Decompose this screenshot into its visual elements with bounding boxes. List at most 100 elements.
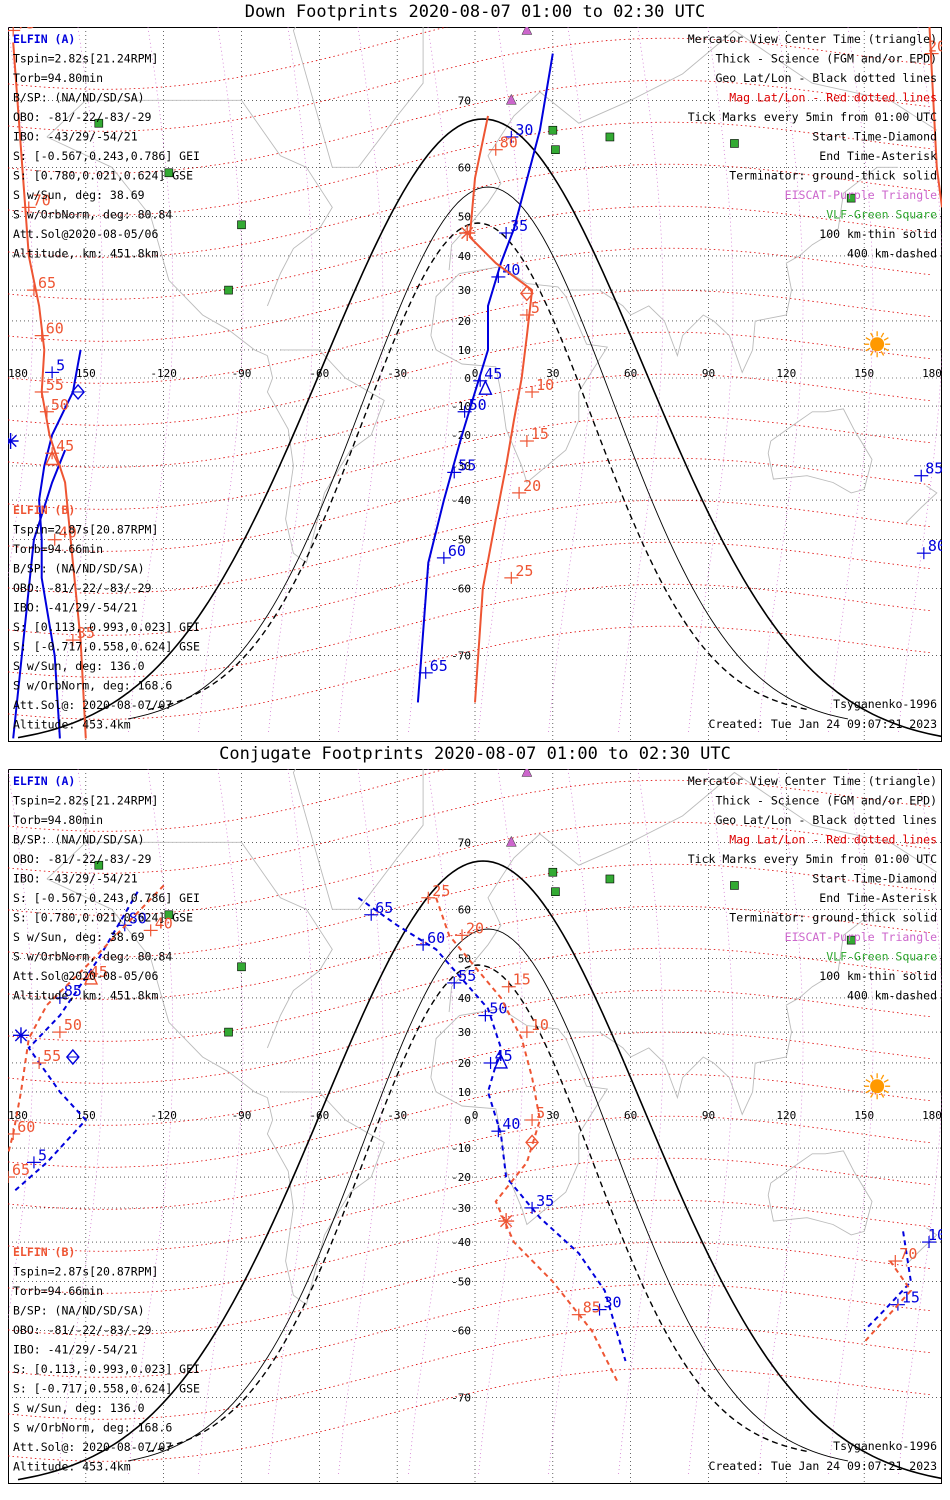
track-line — [468, 115, 534, 703]
mag-latitude-line — [8, 863, 933, 958]
time-tick-label: 10 — [536, 376, 554, 394]
series-elfin-b: 7570656055504540358051015202520 — [8, 27, 942, 739]
info-line: S w/OrbNorm, deg: 80.84 — [13, 950, 172, 964]
lat-tick-label: 0 — [464, 1114, 471, 1127]
time-tick-label: 55 — [458, 967, 476, 985]
legend-entry: Tick Marks every 5min from 01:00 UTC — [688, 110, 937, 124]
lon-tick-label: 60 — [624, 1109, 637, 1122]
lon-tick-label: -60 — [309, 1109, 329, 1122]
conjugate-footprints-panel: Conjugate Footprints 2020-08-07 01:00 to… — [0, 742, 950, 1487]
elfin-b-info: ELFIN (B) Tspin=2.87s[20.87RPM] Torb=94.66… — [13, 1245, 200, 1474]
start-diamond — [519, 285, 534, 302]
vlf-square — [551, 145, 560, 155]
coastline — [292, 769, 424, 910]
lat-tick-label: -70 — [451, 1392, 471, 1405]
time-tick-label: 60 — [427, 929, 445, 947]
time-tick-label: 5 — [531, 299, 540, 317]
mag-latitude-line — [8, 1199, 933, 1294]
satellite-title: ELFIN (A) — [13, 774, 75, 788]
vlf-square — [237, 220, 246, 230]
lat-tick-label: 10 — [458, 344, 471, 357]
mag-latitude-line — [8, 1031, 933, 1126]
end-asterisk — [14, 1029, 28, 1042]
info-line: OBO: -81/-22/-83/-29 — [13, 852, 152, 866]
coastline — [565, 166, 898, 374]
legend-entry: VLF-Green Square — [826, 208, 937, 222]
time-tick-label: 75 — [17, 27, 35, 32]
info-line: Altitude: 453.4km — [13, 718, 131, 732]
legend: Mercator View Center Time (triangle) Thic… — [688, 774, 937, 1003]
terminator-400km — [147, 964, 809, 1453]
vlf-square — [730, 139, 739, 148]
track-line — [435, 897, 619, 1383]
info-line: B/SP: (NA/ND/SD/SA) — [13, 562, 145, 576]
legend-entry: VLF-Green Square — [826, 950, 937, 964]
time-tick-label: 40 — [155, 914, 173, 932]
vlf-square — [94, 860, 104, 870]
coastline — [565, 908, 898, 1116]
time-tick-label: 60 — [448, 542, 466, 560]
time-tick-label: 50 — [51, 396, 69, 414]
sun-ray — [880, 350, 885, 356]
lat-tick-label: 60 — [458, 903, 471, 916]
vlf-square — [164, 910, 174, 920]
vlf-square — [94, 118, 104, 128]
time-tick-label: 55 — [46, 376, 64, 394]
vlf-square — [164, 168, 174, 178]
lon-tick-label: 30 — [546, 1109, 559, 1122]
coastline — [767, 1150, 873, 1236]
time-tick-label: 15 — [513, 971, 531, 989]
map-frame — [8, 769, 942, 1484]
lon-tick-label: 150 — [76, 367, 96, 380]
lat-tick-label: 50 — [458, 210, 471, 223]
legend-entry: Start Time-Diamond — [812, 130, 937, 144]
info-line: Torb=94.80min — [13, 71, 103, 85]
mag-latitude-line — [8, 779, 933, 874]
terminator-100km — [127, 186, 849, 720]
lon-tick-label: -90 — [232, 1109, 252, 1122]
down-footprints-panel: Down Footprints 2020-08-07 01:00 to 02:3… — [0, 0, 950, 745]
track-line — [928, 27, 942, 208]
model-label: Tsyganenko-1996 — [833, 1439, 937, 1453]
lat-tick-label: 40 — [458, 992, 471, 1005]
end-asterisk — [8, 434, 17, 445]
time-tick-label: 85 — [64, 982, 82, 1000]
vlf-square — [605, 132, 615, 142]
track-line — [416, 53, 554, 703]
time-tick-label: 40 — [502, 1115, 520, 1133]
mag-latitude-line — [8, 499, 933, 594]
time-tick-label: 30 — [515, 121, 533, 139]
info-line: S w/Sun, deg: 136.0 — [13, 1401, 145, 1415]
lat-tick-label: 70 — [458, 836, 471, 849]
mag-grid — [8, 27, 942, 733]
mag-latitude-line — [8, 27, 449, 90]
time-tick-label: 60 — [17, 1118, 35, 1136]
sun-ray — [870, 1092, 874, 1098]
mercator-map: 180 150 -120 -90 -60 -30 0 30 60 90 120 150 18070605… — [8, 769, 942, 1484]
lat-tick-label: 10 — [458, 1086, 471, 1099]
vlf-square — [551, 887, 560, 897]
time-tick-label: 40 — [502, 261, 520, 279]
legend-entry: End Time-Asterisk — [819, 891, 937, 905]
coastline — [905, 485, 938, 524]
info-line: S: [-0.717,0.558,0.624] GSE — [13, 1382, 200, 1396]
mag-latitude-line — [8, 1157, 933, 1252]
sun-icon — [864, 1073, 891, 1100]
track-line — [12, 42, 87, 739]
lon-tick-label: 120 — [776, 367, 796, 380]
lon-tick-label: 60 — [624, 367, 637, 380]
mag-latitude-line — [8, 79, 933, 174]
time-tick-label: 45 — [56, 437, 74, 455]
stations — [94, 27, 856, 295]
start-diamond — [525, 1134, 539, 1151]
info-line: B/SP: (NA/ND/SD/SA) — [13, 833, 145, 847]
lat-tick-label: 50 — [458, 952, 471, 965]
lat-tick-label: 60 — [458, 161, 471, 174]
lat-tick-label: 70 — [458, 94, 471, 107]
lon-tick-label: -120 — [150, 1109, 177, 1122]
info-line: S: [0.113,-0.993,0.023] GEI — [13, 1362, 200, 1376]
mag-latitude-line — [8, 205, 933, 300]
lon-tick-label: -30 — [387, 1109, 407, 1122]
time-tick-label: 55 — [458, 456, 476, 474]
